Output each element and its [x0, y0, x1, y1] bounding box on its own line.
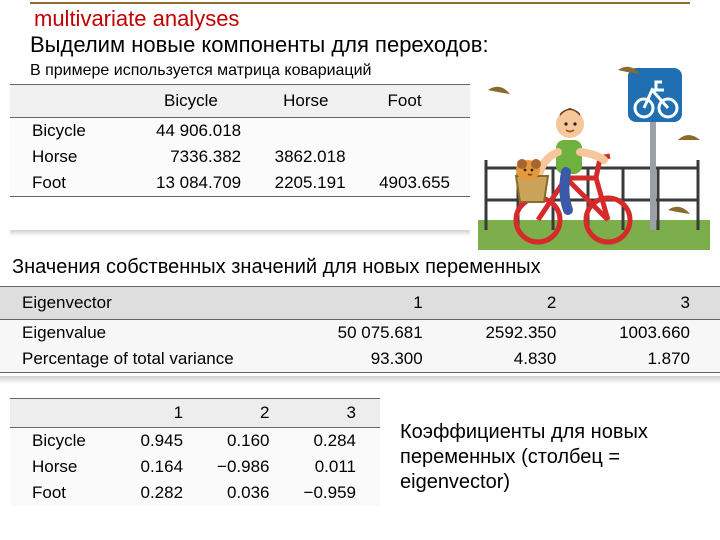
coef-cell: −0.986: [207, 454, 293, 480]
coef-cell: 0.011: [294, 454, 380, 480]
coefficients-table: 1 2 3 Bicycle 0.945 0.160 0.284 Horse 0.…: [10, 398, 380, 506]
eig-row-label: Percentage of total variance: [0, 346, 302, 372]
cov-cell: 44 906.018: [142, 118, 261, 144]
eigen-note: Значения собственных значений для новых …: [12, 256, 541, 279]
eig-head-label: Eigenvector: [0, 287, 302, 319]
coef-col: 1: [130, 399, 207, 427]
cov-cell: [366, 144, 470, 170]
eig-cell: 1003.660: [586, 320, 720, 346]
coef-row-label: Bicycle: [10, 428, 130, 454]
eig-cell: 2592.350: [453, 320, 587, 346]
eig-col: 3: [586, 287, 720, 319]
table-shadow: [0, 376, 720, 384]
eig-col: 2: [453, 287, 587, 319]
eig-cell: 1.870: [586, 346, 720, 372]
coef-cell: 0.160: [207, 428, 293, 454]
covariance-note: В примере используется матрица ковариаци…: [30, 62, 371, 80]
coef-col: 2: [207, 399, 293, 427]
cov-cell: [261, 118, 365, 144]
header-rule: [30, 2, 690, 4]
table-shadow: [10, 230, 470, 236]
cov-cell: 13 084.709: [142, 170, 261, 196]
coef-cell: −0.959: [294, 480, 380, 506]
cov-row-label: Bicycle: [10, 118, 142, 144]
cov-col-2: Horse: [261, 85, 365, 117]
coef-cell: 0.282: [130, 480, 207, 506]
coef-cell: 0.164: [130, 454, 207, 480]
eig-col: 1: [302, 287, 453, 319]
cov-row-label: Horse: [10, 144, 142, 170]
cov-row-label: Foot: [10, 170, 142, 196]
coef-cell: 0.284: [294, 428, 380, 454]
cov-cell: 7336.382: [142, 144, 261, 170]
eig-row-label: Eigenvalue: [0, 320, 302, 346]
cov-cell: 2205.191: [261, 170, 365, 196]
bicycle-illustration: [478, 60, 710, 250]
eigen-table: Eigenvector 1 2 3 Eigenvalue 50 075.681 …: [0, 286, 720, 373]
page-title: multivariate analyses: [34, 6, 239, 32]
eig-cell: 93.300: [302, 346, 453, 372]
cov-cell: 4903.655: [366, 170, 470, 196]
cov-cell: 3862.018: [261, 144, 365, 170]
eig-cell: 4.830: [453, 346, 587, 372]
eig-cell: 50 075.681: [302, 320, 453, 346]
coefficients-note: Коэффициенты для новых переменных (столб…: [400, 420, 700, 495]
cov-col-1: Bicycle: [142, 85, 261, 117]
coef-row-label: Horse: [10, 454, 130, 480]
coef-cell: 0.036: [207, 480, 293, 506]
coef-col: 3: [294, 399, 380, 427]
cov-cell: [366, 118, 470, 144]
coef-row-label: Foot: [10, 480, 130, 506]
page-subtitle: Выделим новые компоненты для переходов:: [30, 32, 489, 58]
coef-cell: 0.945: [130, 428, 207, 454]
covariance-table: Bicycle Horse Foot Bicycle 44 906.018 Ho…: [10, 84, 470, 197]
cov-col-3: Foot: [366, 85, 470, 117]
